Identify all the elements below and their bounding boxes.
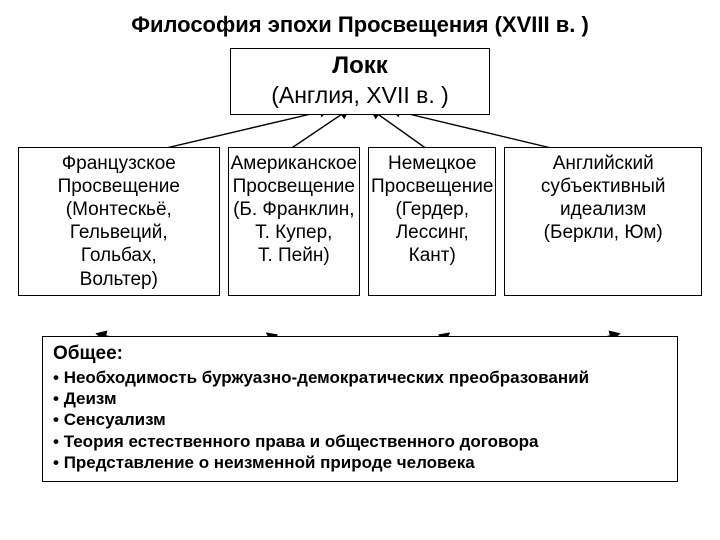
branch-line: Лессинг, (396, 222, 469, 243)
branch-french: Французское Просвещение (Монтескьё, Гель… (18, 147, 220, 296)
branch-line: Гельвеций, (70, 222, 168, 243)
page-title: Философия эпохи Просвещения (XVIII в. ) (18, 12, 702, 38)
common-item: Теория естественного права и общественно… (53, 431, 667, 452)
branch-line: идеализм (560, 199, 646, 220)
branch-line: Кант) (409, 245, 456, 266)
common-item: Сенсуализм (53, 409, 667, 430)
branch-line: Американское (231, 153, 357, 174)
common-head: Общее: (53, 343, 667, 365)
branch-line: Гольбах, (81, 245, 157, 266)
top-box-locke: Локк (Англия, XVII в. ) (230, 48, 490, 115)
branch-line: (Б. Франклин, (233, 199, 354, 220)
branch-line: (Гердер, (395, 199, 469, 220)
branch-line: Просвещение (233, 176, 355, 197)
branch-line: (Монтескьё, (66, 199, 172, 220)
branch-line: Просвещение (371, 176, 493, 197)
branch-line: Французское (62, 153, 176, 174)
top-name: Локк (235, 51, 485, 81)
branch-line: Немецкое (388, 153, 476, 174)
common-item: Необходимость буржуазно-демократических … (53, 367, 667, 388)
branches-row: Французское Просвещение (Монтескьё, Гель… (18, 147, 702, 296)
common-box: Общее: Необходимость буржуазно-демократи… (42, 336, 678, 482)
branch-line: Вольтер) (80, 269, 158, 290)
top-place: (Англия, XVII в. ) (235, 81, 485, 110)
branch-line: (Беркли, Юм) (544, 222, 663, 243)
branch-english: Английский субъективный идеализм (Беркли… (504, 147, 702, 296)
branch-german: Немецкое Просвещение (Гердер, Лессинг, К… (368, 147, 496, 296)
branch-american: Американское Просвещение (Б. Франклин, Т… (228, 147, 360, 296)
branch-line: Т. Купер, (255, 222, 332, 243)
branch-line: Т. Пейн) (258, 245, 330, 266)
branch-line: субъективный (541, 176, 666, 197)
branch-line: Английский (553, 153, 654, 174)
common-item: Представление о неизменной природе челов… (53, 452, 667, 473)
common-item: Деизм (53, 388, 667, 409)
branch-line: Просвещение (58, 176, 180, 197)
